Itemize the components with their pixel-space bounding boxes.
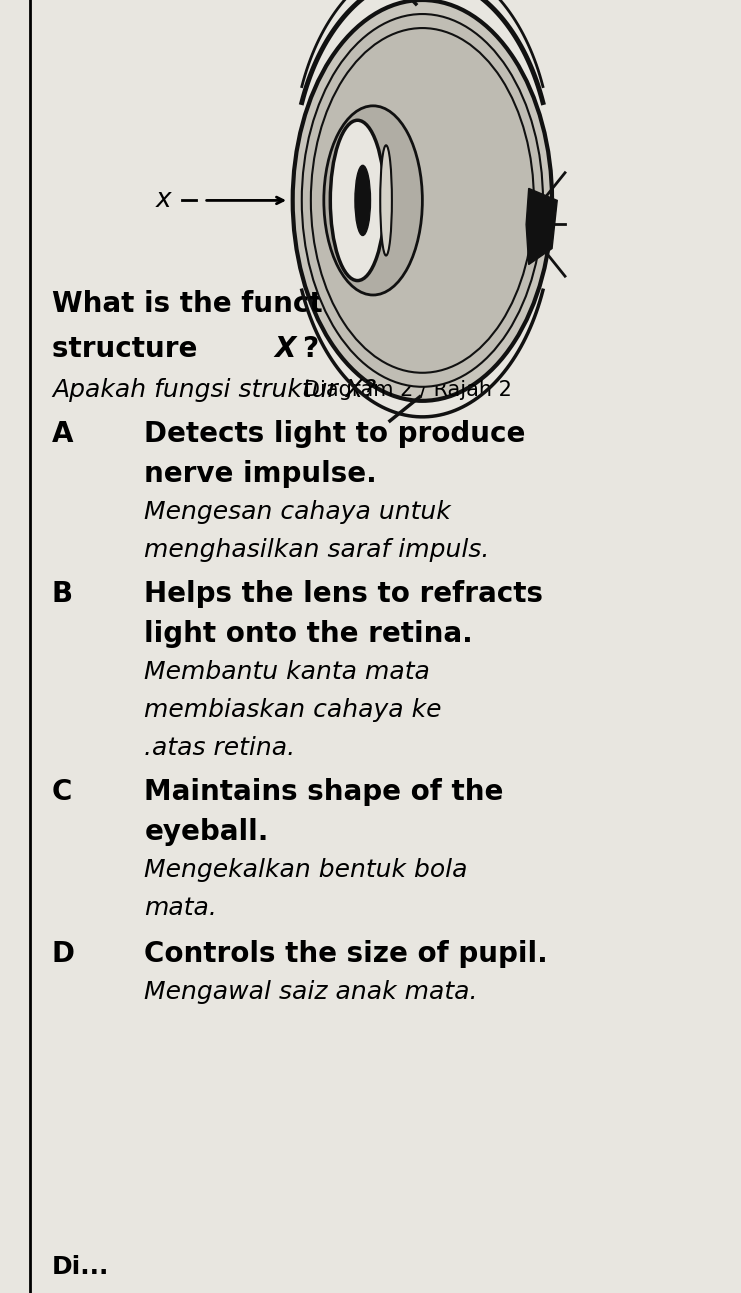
- Text: D: D: [52, 940, 75, 968]
- Text: Apakah fungsi struktur X?: Apakah fungsi struktur X?: [52, 378, 376, 402]
- Text: A: A: [52, 420, 73, 447]
- Text: menghasilkan saraf impuls.: menghasilkan saraf impuls.: [144, 538, 490, 562]
- Text: Diagram 2 / Rajah 2: Diagram 2 / Rajah 2: [304, 380, 511, 401]
- Text: Controls the size of pupil.: Controls the size of pupil.: [144, 940, 548, 968]
- Text: Mengesan cahaya untuk: Mengesan cahaya untuk: [144, 500, 451, 524]
- Ellipse shape: [355, 166, 370, 235]
- Text: Di...: Di...: [52, 1256, 109, 1279]
- Text: Membantu kanta mata: Membantu kanta mata: [144, 659, 431, 684]
- Ellipse shape: [302, 14, 543, 387]
- Text: x: x: [155, 187, 171, 213]
- Ellipse shape: [324, 106, 422, 295]
- Text: Helps the lens to refracts: Helps the lens to refracts: [144, 581, 543, 608]
- Text: Mengawal saiz anak mata.: Mengawal saiz anak mata.: [144, 980, 478, 1003]
- Text: Detects light to produce: Detects light to produce: [144, 420, 526, 447]
- Text: mata.: mata.: [144, 896, 217, 921]
- Text: .atas retina.: .atas retina.: [144, 736, 296, 760]
- Text: nerve impulse.: nerve impulse.: [144, 460, 377, 487]
- Ellipse shape: [330, 120, 385, 281]
- Text: light onto the retina.: light onto the retina.: [144, 621, 473, 648]
- Text: membiaskan cahaya ke: membiaskan cahaya ke: [144, 698, 442, 721]
- Ellipse shape: [293, 0, 552, 401]
- Text: Maintains shape of the: Maintains shape of the: [144, 778, 504, 806]
- Polygon shape: [526, 189, 557, 265]
- Ellipse shape: [310, 28, 534, 372]
- Text: eyeball.: eyeball.: [144, 818, 269, 846]
- Text: Mengekalkan bentuk bola: Mengekalkan bentuk bola: [144, 859, 468, 882]
- Text: B: B: [52, 581, 73, 608]
- Text: ?: ?: [302, 335, 318, 363]
- Text: C: C: [52, 778, 72, 806]
- Ellipse shape: [380, 145, 392, 256]
- Text: What is the function of: What is the function of: [52, 290, 412, 318]
- Text: X: X: [274, 335, 296, 363]
- Text: structure: structure: [52, 335, 207, 363]
